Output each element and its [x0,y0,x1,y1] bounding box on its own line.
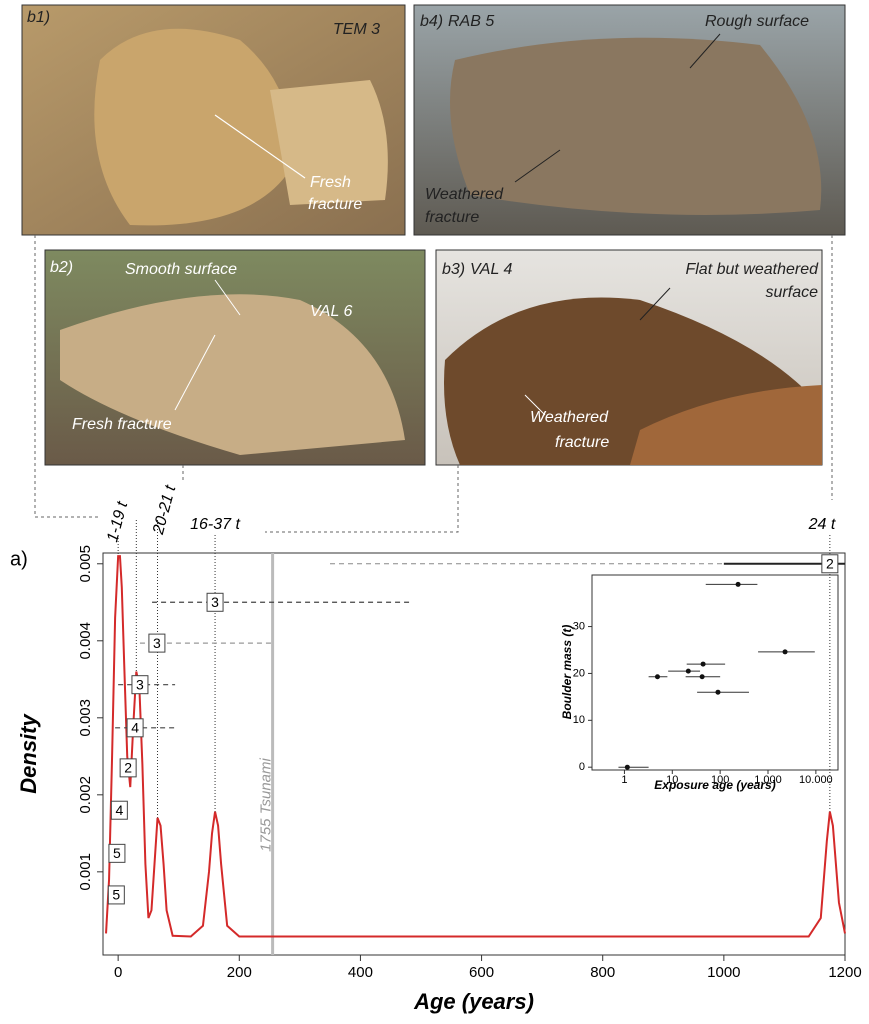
mass-label: 24 t [808,516,836,533]
y-tick-label: 0.002 [77,776,94,814]
photo-b1 [21,4,406,236]
point [735,581,741,587]
mass-label: 20-21 t [150,483,180,537]
age-box [119,758,137,778]
y-tick-label: 30 [573,620,585,632]
age-box [148,633,166,653]
y-axis-title: Density [16,713,41,794]
panel-label: a) [10,548,28,570]
age-box [108,843,126,863]
x-tick-label: 400 [348,964,373,981]
photo-note: Flat but weathered [685,261,819,278]
x-tick-label: 200 [227,964,252,981]
photo-note: Weathered [425,186,504,203]
y-axis-title: Boulder mass (t) [560,625,574,720]
age-box-label: 2 [826,555,834,571]
photo-name: VAL 6 [310,303,353,320]
point [782,649,788,655]
x-axis-title: Exposure age (years) [654,778,775,792]
photo-name: RAB 5 [448,13,494,30]
density-line [105,555,846,938]
photo-id: b3) [442,261,465,278]
age-box [107,885,125,905]
y-tick-label: 0 [579,761,585,773]
photo-id: b4) [420,13,443,30]
mass-label: 1-19 t [104,499,131,543]
photo-note: fracture [555,434,609,451]
x-axis-title: Age (years) [413,989,534,1014]
age-box-label: 4 [131,720,139,736]
point [624,764,630,770]
photo-note: surface [766,284,819,301]
y-tick-label: 0.003 [77,699,94,737]
x-tick-label: 1000 [707,964,740,981]
photo-b4 [413,4,846,236]
age-box [206,592,224,612]
age-box-label: 3 [211,594,219,610]
x-tick-label: 800 [590,964,615,981]
photo-note: Rough surface [705,13,809,30]
photo-b2 [44,249,426,466]
connectors [34,235,833,533]
photo-name: VAL 4 [470,261,513,278]
age-box [126,718,144,738]
point [654,674,660,680]
point [715,689,721,695]
age-box [821,554,839,574]
photo-note: Fresh [310,174,351,191]
age-box-label: 2 [124,760,132,776]
event-label: 1755 Tsunami [258,757,275,851]
photo-id: b1) [27,9,50,26]
point [685,668,691,674]
plot-frame [102,552,846,956]
photo-note: Smooth surface [125,261,237,278]
y-tick-label: 0.001 [77,853,94,891]
age-box-label: 5 [113,845,121,861]
age-box [110,800,128,820]
x-tick-label: 1 [621,774,627,786]
photo-note: fracture [425,209,479,226]
photo-b3 [435,249,823,466]
age-box-label: 3 [136,676,144,692]
age-box-label: 5 [112,887,120,903]
photo-note: Fresh fracture [72,416,172,433]
y-tick-label: 20 [573,667,585,679]
point [699,674,705,680]
photo-name: TEM 3 [333,21,380,38]
mass-label: 16-37 t [190,516,240,533]
x-tick-label: 600 [469,964,494,981]
x-tick-label: 10.000 [799,774,833,786]
point [700,661,706,667]
inset-frame [591,574,839,771]
x-tick-label: 100 [711,774,729,786]
y-tick-label: 0.005 [77,545,94,583]
age-box-label: 4 [115,802,123,818]
x-tick-label: 1.000 [754,774,782,786]
photo-note: fracture [308,196,362,213]
x-tick-label: 1200 [828,964,861,981]
age-box [131,675,149,695]
y-tick-label: 10 [573,714,585,726]
photo-note: Weathered [530,409,609,426]
y-tick-label: 0.004 [77,622,94,660]
x-tick-label: 10 [666,774,678,786]
photo-id: b2) [50,259,73,276]
x-tick-label: 0 [114,964,122,981]
age-box-label: 3 [153,635,161,651]
